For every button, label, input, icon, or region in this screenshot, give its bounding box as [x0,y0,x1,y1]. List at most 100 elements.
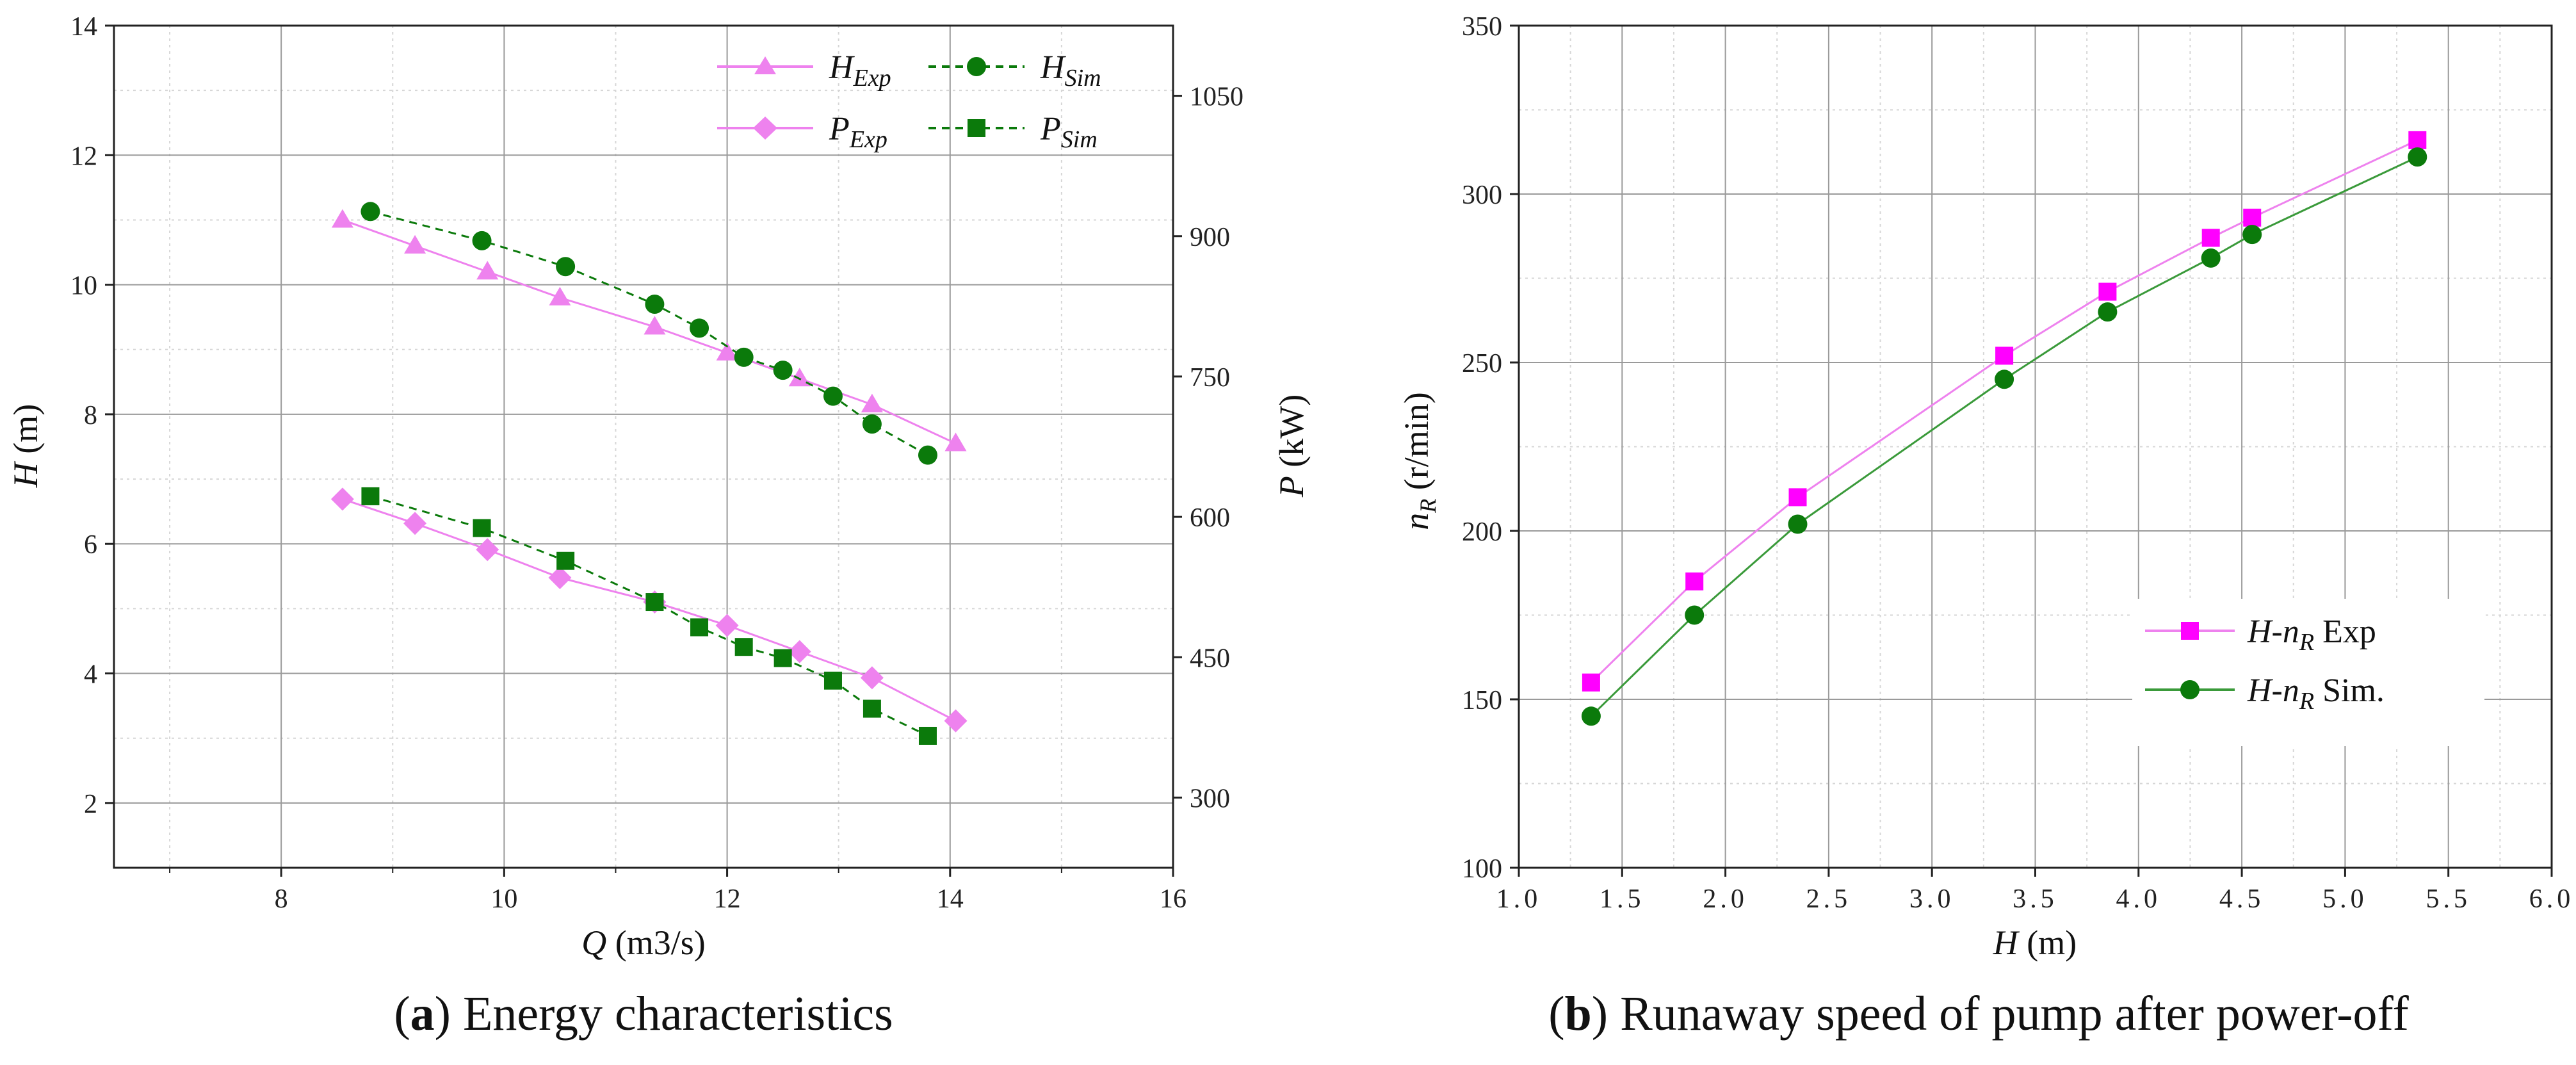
legend-label-h-exp: HExp [829,49,891,92]
chart-b-x-tick-label: 4.5 [2219,884,2265,914]
chart-a-point-p-exp [715,614,739,637]
chart-b-point-exp [1995,346,2014,365]
chart-b-x-tick-label: 3.0 [1909,884,1955,914]
legend-entry-sim: H-nR Sim. [2145,672,2385,715]
chart-b-point-sim [1995,370,2014,389]
chart-a-x-tick-label: 8 [275,884,288,914]
chart-b-x-tick-label: 1.0 [1496,884,1542,914]
chart-a-y-tick-label: 14 [70,12,97,42]
legend-label-p-sim: PSim [1040,111,1098,153]
chart-b-point-sim [2201,248,2221,268]
legend-pre-exp: H-n [2247,614,2299,650]
caption-a-letter: a [410,987,435,1041]
chart-a-point-p-sim [473,519,491,537]
caption-a: (a) Energy characteristics [394,987,893,1041]
legend-pre-sim: H-n [2247,672,2299,709]
chart-a-point-p-sim [863,699,881,718]
legend-label-h-sim: HSim [1040,49,1101,92]
legend-base-h-exp: H [829,49,855,86]
chart-a-point-p-sim [734,638,753,656]
chart-a-point-p-sim [918,726,937,745]
chart-a-y-tick-label: 4 [84,660,97,690]
chart-b-axes: 1.0 1.5 2.0 2.5 3.0 3.5 4.0 4.5 5.0 5.5 6.0 100 150 2… [1462,12,2575,914]
caption-b: (b) Runaway speed of pump after power-of… [1548,987,2409,1041]
legend-post-exp: Exp [2314,614,2376,650]
chart-b-legend: H-nR Exp H-nR Sim. [2132,599,2484,746]
chart-a-x-unit: (m3/s) [606,923,706,962]
legend-base-p-exp: P [829,111,850,147]
chart-a-y2-tick-label: 300 [1190,784,1230,813]
caption-b-text: Runaway speed of pump after power-off [1608,987,2409,1041]
chart-a-frame [113,24,1174,869]
chart-a-point-h-exp [331,209,353,228]
chart-a-y2-unit: (kW) [1272,394,1311,476]
legend-post-sim: Sim. [2314,672,2385,709]
legend-sub-p-sim: Sim [1061,126,1098,153]
legend-sub-exp: R [2299,629,2314,656]
chart-a-series-line-p-sim [370,495,928,737]
chart-b-y-unit: (r/min) [1397,392,1436,498]
chart-a-legend: HExp HSim PExp PSim [717,49,1101,153]
chart-b-x-unit: (m) [2018,923,2077,962]
chart-a-point-p-exp [403,512,427,535]
legend-marker-h-sim [967,57,986,76]
chart-b-point-sim [2098,302,2118,322]
legend-sub-h-exp: Exp [853,65,891,92]
chart-a-x-var: Q [581,923,606,962]
chart-b-point-exp [2243,208,2262,227]
chart-b-x-tick-label: 2.5 [1806,884,1852,914]
legend-sub-sim: R [2299,688,2314,715]
chart-a-point-h-exp [644,316,666,335]
legend-marker-p-sim [968,119,985,137]
chart-a-point-h-sim [360,202,380,222]
legend-label-sim: H-nR Sim. [2247,672,2385,715]
chart-b-point-sim [2408,147,2427,167]
chart-b-point-sim [1685,605,1705,625]
chart-a-y2-tick-label: 1050 [1190,83,1243,112]
legend-entry-p-sim: PSim [928,111,1098,153]
chart-a-point-p-exp [330,487,354,511]
chart-a-x-tick-label: 10 [490,884,517,914]
chart-a-point-h-sim [556,257,576,277]
legend-marker-sim [2180,680,2199,699]
chart-b-x-tick-label: 5.0 [2322,884,2368,914]
chart-a-x-axis-label: Q (m3/s) [581,923,706,962]
chart-a-y2-tick-label: 600 [1190,503,1230,533]
legend-marker-p-exp [753,117,777,140]
chart-a-point-p-sim [645,593,664,612]
chart-a-point-h-sim [734,347,754,367]
chart-a-point-h-sim [645,294,665,314]
chart-b-point-exp [1685,572,1704,590]
chart-b-x-tick-label: 3.5 [2013,884,2058,914]
chart-a-point-p-exp [788,640,811,663]
chart-b-point-exp [1582,673,1600,692]
legend-marker-h-exp [754,56,776,74]
chart-b-y-tick-label: 300 [1462,181,1502,210]
chart-b-y-var: n [1397,513,1436,530]
chart-a-point-p-exp [548,566,572,590]
chart-a-point-p-sim [361,487,380,505]
chart-a-y-tick-label: 8 [84,401,97,430]
chart-a-y-unit: (m) [6,404,45,462]
chart-a-point-p-sim [556,551,575,570]
chart-b-point-sim [1581,706,1601,726]
chart-a-axes: 8 10 12 14 16 2 4 6 8 10 12 14 300 450 600 750 900 1050 [70,12,1243,914]
chart-a-point-p-sim [823,671,842,690]
chart-a-point-h-sim [773,361,793,380]
legend-sub-h-sim: Sim [1065,65,1101,92]
chart-a-y-tick-label: 6 [84,530,97,560]
chart-a-y2-tick-label: 900 [1190,223,1230,252]
chart-a-grid [114,25,1174,868]
chart-b-x-tick-label: 6.0 [2529,884,2575,914]
chart-a-x-tick-label: 16 [1160,884,1187,914]
legend-entry-exp: H-nR Exp [2145,614,2376,656]
chart-a-x-tick-label: 14 [937,884,964,914]
chart-a-point-p-sim [690,618,709,637]
chart-b-legend-bg [2132,599,2484,746]
chart-a-y2-tick-label: 750 [1190,363,1230,393]
chart-a-point-h-sim [690,318,709,338]
chart-a-point-h-exp [944,432,967,451]
chart-b-x-tick-label: 4.0 [2116,884,2162,914]
chart-a-point-p-sim [774,649,792,667]
chart-b-x-axis-label: H (m) [1993,923,2077,962]
